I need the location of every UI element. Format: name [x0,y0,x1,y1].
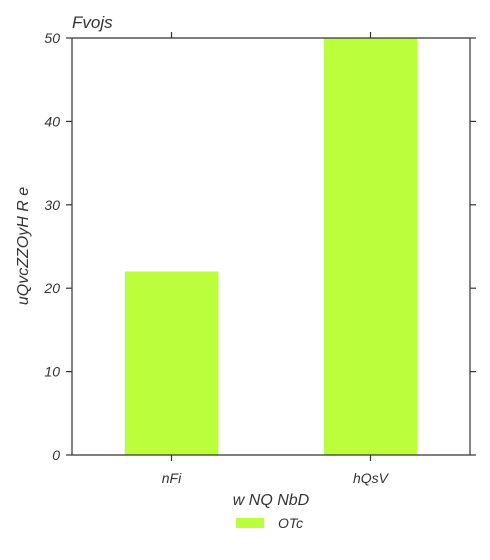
y-tick-label: 30 [44,197,60,213]
x-tick-label: nFi [162,470,182,486]
y-tick-label: 20 [43,280,60,296]
y-axis-label: uQvcZZOyH R e [15,187,32,305]
bars-group [124,38,418,455]
legend-label: OTc [278,515,303,531]
y-tick-label: 10 [44,364,60,380]
y-tick-label: 50 [44,30,60,46]
bar-hQsV [323,38,418,455]
chart-title: Fvojs [72,13,113,32]
x-ticks-group: nFi hQsV [162,32,390,486]
bar-nFi [124,271,219,455]
x-axis-label: w NQ NbD [233,492,310,509]
y-tick-label: 40 [44,113,60,129]
y-tick-label: 0 [52,447,60,463]
x-tick-label: hQsV [353,470,390,486]
legend: OTc [236,515,303,531]
legend-swatch [236,518,264,528]
y-ticks-group: 0 10 20 30 40 50 [43,30,476,463]
